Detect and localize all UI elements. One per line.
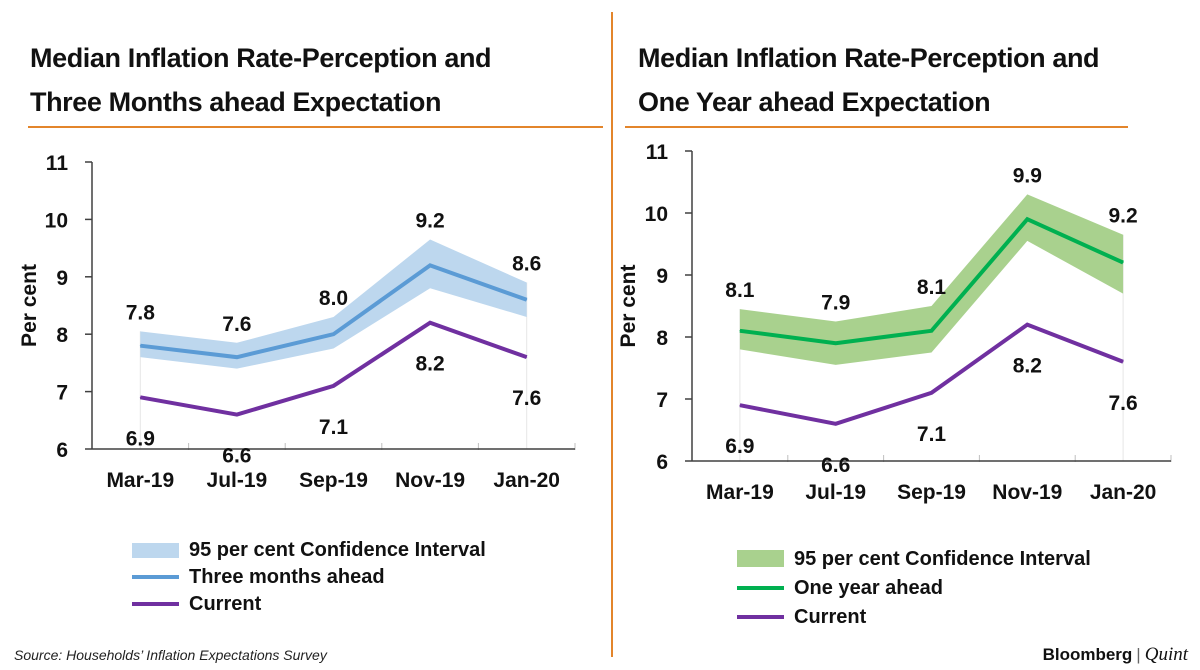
- data-point: [835, 342, 837, 344]
- expectation-data-label: 9.2: [415, 209, 444, 232]
- legend-swatch-line: [737, 615, 784, 619]
- x-tick-label: Jan-20: [1090, 481, 1157, 504]
- line-chart-one-year: 6 7 8 9 10 11 Per cent Mar-19 Jul-19 Sep-19 Nov-19…: [617, 141, 1172, 504]
- legend-label: Three months ahead: [189, 566, 385, 588]
- data-point: [139, 396, 141, 398]
- data-point: [931, 392, 932, 394]
- data-point: [526, 299, 528, 301]
- chart-title-line-1: Median Inflation Rate-Perception and: [638, 43, 1100, 73]
- data-point: [139, 345, 141, 347]
- y-tick-label: 8: [656, 327, 668, 350]
- current-data-label: 8.2: [415, 353, 444, 376]
- y-tick-label: 6: [56, 439, 68, 462]
- current-data-label: 6.6: [821, 454, 850, 477]
- current-data-label: 7.6: [1108, 392, 1137, 415]
- data-point: [835, 423, 837, 425]
- source-note: Source: Households’ Inflation Expectatio…: [14, 647, 327, 663]
- y-tick-label: 9: [656, 265, 668, 288]
- x-tick-label: Mar-19: [106, 469, 174, 492]
- y-axis-title: Per cent: [18, 264, 41, 347]
- legend-label: One year ahead: [794, 577, 943, 599]
- brand-separator: |: [1136, 645, 1141, 664]
- current-data-label: 6.9: [725, 435, 754, 458]
- expectation-data-label: 8.0: [319, 287, 348, 310]
- data-point: [739, 404, 741, 406]
- current-data-label: 8.2: [1013, 355, 1042, 378]
- confidence-interval-band: [140, 239, 527, 369]
- legend-swatch-band: [132, 543, 179, 558]
- data-point: [739, 330, 741, 332]
- line-chart-three-months: 6 7 8 9 10 11 Per cent Mar-19 Jul-19 Sep-19 Nov-19…: [18, 152, 576, 492]
- current-data-label: 7.1: [319, 416, 349, 439]
- current-data-label: 6.9: [126, 427, 155, 450]
- x-tick-label: Nov-19: [992, 481, 1062, 504]
- data-point: [1026, 324, 1028, 326]
- expectation-data-label: 9.9: [1013, 164, 1042, 187]
- chart-title-line-1: Median Inflation Rate-Perception and: [30, 43, 492, 73]
- brand-logo: Bloomberg | Quint: [1043, 644, 1188, 666]
- data-point: [236, 414, 238, 416]
- current-data-label: 6.6: [222, 445, 251, 468]
- data-point: [931, 330, 932, 332]
- chart-title-line-2: One Year ahead Expectation: [638, 87, 991, 117]
- y-tick-label: 10: [45, 209, 68, 232]
- y-axis-title: Per cent: [617, 265, 640, 348]
- legend-swatch-line: [737, 586, 784, 590]
- data-point: [1122, 361, 1124, 363]
- panel-divider: [611, 12, 613, 657]
- x-tick-label: Jul-19: [805, 481, 866, 504]
- y-tick-label: 10: [645, 203, 668, 226]
- expectation-data-label: 7.6: [222, 313, 251, 336]
- brand-quint: Quint: [1144, 644, 1188, 665]
- y-tick-label: 11: [646, 141, 669, 164]
- chart-panel-three-months: Median Inflation Rate-Perception and Thr…: [0, 0, 610, 640]
- current-data-label: 7.1: [917, 423, 947, 446]
- y-tick-label: 9: [56, 267, 68, 290]
- expectation-data-label: 8.1: [725, 279, 755, 302]
- title-underline: [625, 126, 1128, 128]
- confidence-interval-band: [739, 194, 1124, 365]
- chart-panel-one-year: Median Inflation Rate-Perception and One…: [615, 0, 1200, 640]
- legend-swatch-line: [132, 602, 179, 606]
- brand-bloomberg: Bloomberg: [1042, 645, 1133, 664]
- data-point: [1026, 218, 1028, 220]
- legend-label: 95 per cent Confidence Interval: [189, 539, 486, 561]
- x-tick-label: Sep-19: [299, 469, 368, 492]
- chart-title: Median Inflation Rate-Perception and One…: [638, 36, 1198, 124]
- legend-label: 95 per cent Confidence Interval: [794, 548, 1091, 570]
- data-point: [333, 385, 334, 387]
- y-tick-label: 7: [656, 389, 668, 412]
- x-tick-label: Jul-19: [207, 469, 268, 492]
- title-underline: [28, 126, 603, 128]
- data-point: [236, 356, 238, 358]
- expectation-data-label: 9.2: [1108, 205, 1137, 228]
- x-tick-label: Nov-19: [395, 469, 465, 492]
- expectation-data-label: 7.9: [821, 292, 850, 315]
- data-point: [1122, 262, 1124, 264]
- chart-title-line-2: Three Months ahead Expectation: [30, 87, 442, 117]
- chart-title: Median Inflation Rate-Perception and Thr…: [30, 36, 590, 124]
- expectation-data-label: 8.1: [917, 276, 947, 299]
- y-tick-label: 6: [656, 451, 668, 474]
- legend-swatch-line: [132, 575, 179, 579]
- expectation-data-label: 7.8: [126, 301, 156, 324]
- data-point: [526, 356, 528, 358]
- data-point: [429, 264, 431, 266]
- x-tick-label: Sep-19: [897, 481, 966, 504]
- y-tick-label: 7: [56, 382, 68, 405]
- data-point: [429, 322, 431, 324]
- data-point: [333, 333, 334, 335]
- expectation-data-label: 8.6: [512, 253, 541, 276]
- legend-label: Current: [794, 606, 867, 628]
- legend-label: Current: [189, 593, 262, 615]
- x-tick-label: Jan-20: [493, 469, 560, 492]
- legend-swatch-band: [737, 550, 784, 567]
- y-tick-label: 11: [46, 152, 69, 175]
- x-tick-label: Mar-19: [706, 481, 774, 504]
- current-data-label: 7.6: [512, 387, 541, 410]
- y-tick-label: 8: [56, 324, 68, 347]
